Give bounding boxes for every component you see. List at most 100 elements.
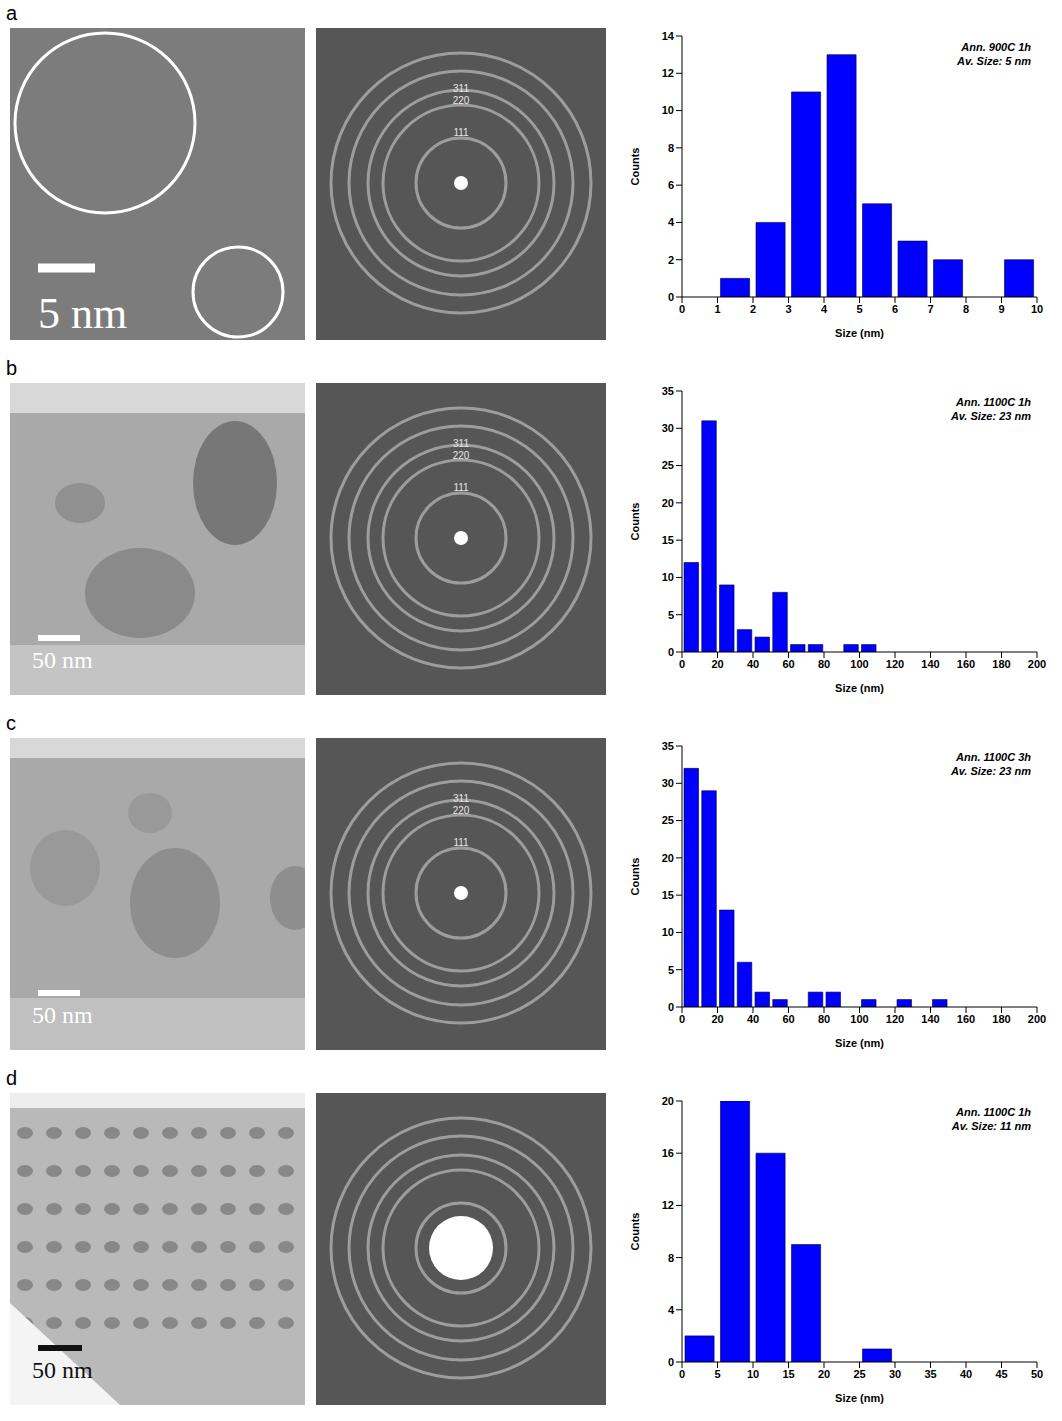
svg-text:0: 0: [668, 1001, 674, 1013]
svg-text:60: 60: [782, 1013, 794, 1025]
svg-text:180: 180: [992, 658, 1010, 670]
svg-text:3: 3: [785, 303, 791, 315]
svg-text:15: 15: [662, 889, 674, 901]
svg-text:5: 5: [856, 303, 862, 315]
svg-text:Counts: Counts: [629, 503, 641, 541]
svg-text:220: 220: [453, 95, 470, 106]
svg-text:200: 200: [1028, 658, 1046, 670]
svg-text:Counts: Counts: [629, 858, 641, 896]
svg-text:7: 7: [927, 303, 933, 315]
svg-text:35: 35: [662, 740, 674, 752]
svg-text:111: 111: [453, 837, 469, 848]
svg-text:160: 160: [957, 658, 975, 670]
svg-text:311: 311: [453, 83, 469, 94]
svg-text:20: 20: [662, 497, 674, 509]
svg-text:25: 25: [662, 459, 674, 471]
svg-text:0: 0: [679, 1013, 685, 1025]
svg-text:100: 100: [850, 1013, 868, 1025]
svg-text:0: 0: [668, 646, 674, 658]
svg-text:140: 140: [921, 658, 939, 670]
svg-text:25: 25: [662, 814, 674, 826]
svg-text:Size (nm): Size (nm): [835, 1037, 884, 1049]
svg-text:311: 311: [453, 793, 469, 804]
html-text:b: b: [6, 357, 18, 379]
svg-text:160: 160: [957, 1013, 975, 1025]
svg-text:30: 30: [889, 1368, 901, 1380]
svg-text:20: 20: [711, 1013, 723, 1025]
svg-text:6: 6: [892, 303, 898, 315]
svg-text:10: 10: [662, 926, 674, 938]
svg-text:5: 5: [668, 964, 674, 976]
svg-text:20: 20: [662, 852, 674, 864]
svg-text:12: 12: [662, 1199, 674, 1211]
svg-text:111: 111: [453, 482, 469, 493]
svg-text:80: 80: [818, 658, 830, 670]
svg-text:50 nm: 50 nm: [32, 647, 93, 673]
svg-text:80: 80: [818, 1013, 830, 1025]
svg-text:8: 8: [668, 142, 674, 154]
svg-text:20: 20: [711, 658, 723, 670]
svg-text:20: 20: [662, 1095, 674, 1107]
svg-text:0: 0: [679, 658, 685, 670]
svg-text:Counts: Counts: [629, 148, 641, 186]
svg-text:9: 9: [998, 303, 1004, 315]
svg-text:111: 111: [453, 127, 469, 138]
svg-text:0: 0: [679, 303, 685, 315]
svg-text:15: 15: [662, 534, 674, 546]
svg-text:4: 4: [668, 216, 675, 228]
svg-text:10: 10: [747, 1368, 759, 1380]
svg-text:50 nm: 50 nm: [32, 1357, 93, 1383]
html-text:a: a: [6, 2, 18, 24]
svg-text:40: 40: [747, 658, 759, 670]
svg-text:35: 35: [662, 385, 674, 397]
svg-text:10: 10: [662, 571, 674, 583]
svg-text:Size (nm): Size (nm): [835, 327, 884, 339]
svg-text:8: 8: [668, 1252, 674, 1264]
svg-text:220: 220: [453, 450, 470, 461]
svg-text:8: 8: [963, 303, 969, 315]
svg-text:Size (nm): Size (nm): [835, 682, 884, 694]
svg-text:120: 120: [886, 1013, 904, 1025]
svg-text:15: 15: [782, 1368, 794, 1380]
svg-text:5: 5: [668, 609, 674, 621]
svg-text:50 nm: 50 nm: [32, 1002, 93, 1028]
svg-text:0: 0: [668, 1356, 674, 1368]
svg-text:140: 140: [921, 1013, 939, 1025]
svg-text:60: 60: [782, 658, 794, 670]
svg-text:14: 14: [662, 30, 675, 42]
svg-text:30: 30: [662, 777, 674, 789]
svg-text:0: 0: [668, 291, 674, 303]
svg-text:45: 45: [995, 1368, 1007, 1380]
svg-text:5: 5: [714, 1368, 720, 1380]
svg-text:100: 100: [850, 658, 868, 670]
svg-text:40: 40: [960, 1368, 972, 1380]
svg-text:1: 1: [714, 303, 720, 315]
svg-text:0: 0: [679, 1368, 685, 1380]
svg-text:25: 25: [853, 1368, 865, 1380]
svg-text:12: 12: [662, 67, 674, 79]
svg-text:200: 200: [1028, 1013, 1046, 1025]
html-text:Ann. 1100C 1h: Ann. 1100C 1h: [956, 396, 1031, 408]
svg-text:Size (nm): Size (nm): [835, 1392, 884, 1404]
svg-text:35: 35: [924, 1368, 936, 1380]
svg-text:180: 180: [992, 1013, 1010, 1025]
svg-text:2: 2: [668, 254, 674, 266]
svg-text:16: 16: [662, 1147, 674, 1159]
svg-text:311: 311: [453, 438, 469, 449]
html-text:Av. Size: 5 nm: Av. Size: 5 nm: [957, 55, 1031, 67]
svg-text:30: 30: [662, 422, 674, 434]
html-text:Ann. 900C 1h: Ann. 900C 1h: [961, 41, 1031, 53]
svg-text:6: 6: [668, 179, 674, 191]
svg-text:40: 40: [747, 1013, 759, 1025]
svg-text:220: 220: [453, 805, 470, 816]
svg-text:5 nm: 5 nm: [38, 289, 127, 338]
svg-text:10: 10: [662, 104, 674, 116]
svg-text:4: 4: [668, 1304, 675, 1316]
svg-text:20: 20: [818, 1368, 830, 1380]
svg-text:120: 120: [886, 658, 904, 670]
svg-text:50: 50: [1031, 1368, 1043, 1380]
svg-text:10: 10: [1031, 303, 1043, 315]
svg-text:Counts: Counts: [629, 1213, 641, 1251]
svg-text:4: 4: [821, 303, 828, 315]
svg-text:2: 2: [750, 303, 756, 315]
